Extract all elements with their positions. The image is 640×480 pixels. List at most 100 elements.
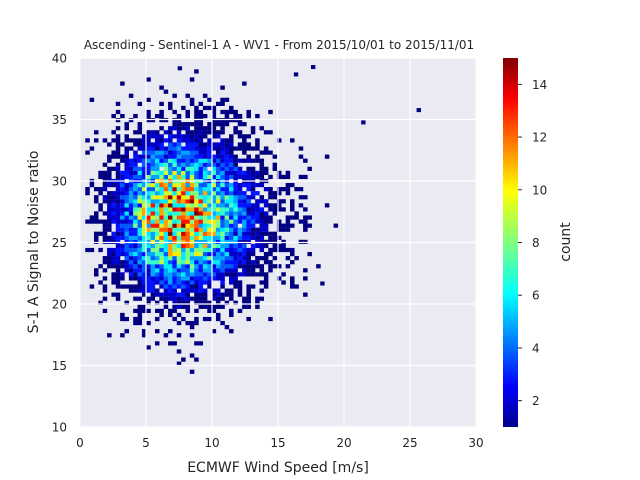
heatmap-cell: [276, 247, 282, 253]
heatmap-cell: [220, 109, 225, 115]
heatmap-cell: [176, 304, 182, 309]
heatmap-cell: [176, 231, 182, 236]
heatmap-cell: [150, 223, 156, 228]
heatmap-cell: [198, 199, 204, 204]
heatmap-cell: [215, 162, 221, 167]
heatmap-cell: [137, 211, 143, 216]
heatmap-cell: [146, 256, 151, 261]
heatmap-cell: [120, 191, 125, 196]
heatmap-cell: [146, 284, 151, 289]
heatmap-cell: [224, 195, 230, 200]
heatmap-cell: [255, 182, 260, 188]
heatmap-cell: [198, 260, 204, 265]
heatmap-cell: [141, 211, 147, 216]
heatmap-cell: [115, 109, 121, 115]
heatmap-cell: [120, 260, 125, 265]
heatmap-cell: [133, 138, 138, 143]
heatmap-cell: [141, 284, 147, 289]
heatmap-cell: [189, 162, 195, 167]
heatmap-cell: [255, 227, 260, 232]
heatmap-cell: [259, 231, 265, 236]
heatmap-cell: [137, 187, 143, 192]
heatmap-cell: [102, 308, 108, 314]
heatmap-cell: [207, 256, 212, 261]
heatmap-cell: [181, 223, 186, 228]
heatmap-cell: [107, 203, 112, 208]
heatmap-cell: [268, 235, 273, 240]
heatmap-cell: [185, 158, 190, 163]
heatmap-cell: [246, 142, 251, 147]
heatmap-cell: [168, 296, 173, 301]
heatmap-cell: [202, 195, 208, 200]
heatmap-cell: [246, 207, 251, 212]
heatmap-cell: [146, 308, 151, 314]
heatmap-cell: [137, 260, 143, 265]
heatmap-cell: [229, 227, 234, 232]
heatmap-cell: [133, 243, 138, 249]
heatmap-cell: [163, 296, 169, 301]
heatmap-cell: [250, 195, 256, 200]
heatmap-cell: [211, 329, 217, 334]
heatmap-cell: [242, 304, 247, 309]
heatmap-cell: [198, 227, 204, 232]
heatmap-cell: [250, 191, 256, 196]
heatmap-cell: [229, 272, 234, 277]
heatmap-cell: [189, 182, 195, 188]
colorbar-tick-label: 2: [532, 394, 540, 408]
heatmap-cell: [215, 191, 221, 196]
heatmap-cell: [207, 231, 212, 236]
heatmap-cell: [128, 182, 134, 188]
heatmap-cell: [141, 333, 147, 338]
heatmap-cell: [255, 300, 260, 305]
heatmap-cell: [272, 203, 278, 208]
heatmap-cell: [102, 227, 108, 232]
heatmap-cell: [224, 272, 230, 277]
heatmap-cell: [237, 284, 243, 289]
heatmap-cell: [141, 276, 147, 281]
heatmap-cell: [168, 276, 173, 281]
heatmap-cell: [141, 158, 147, 163]
heatmap-cell: [133, 170, 138, 175]
heatmap-cell: [198, 142, 204, 147]
heatmap-cell: [224, 207, 230, 212]
heatmap-cell: [242, 227, 247, 232]
heatmap-cell: [194, 187, 199, 192]
heatmap-cell: [181, 316, 186, 322]
heatmap-cell: [120, 81, 125, 86]
heatmap-cell: [194, 150, 199, 155]
heatmap-cell: [198, 138, 204, 143]
heatmap-cell: [176, 333, 182, 338]
heatmap-cell: [202, 170, 208, 175]
heatmap-cell: [233, 219, 238, 224]
heatmap-cell: [124, 223, 129, 228]
heatmap-cell: [172, 215, 177, 220]
heatmap-cell: [194, 268, 199, 273]
heatmap-cell: [137, 146, 143, 151]
heatmap-cell: [128, 191, 134, 196]
heatmap-cell: [176, 154, 182, 159]
heatmap-cell: [242, 215, 247, 220]
heatmap-cell: [141, 243, 147, 249]
heatmap-cell: [237, 113, 243, 119]
heatmap-cell: [159, 247, 164, 253]
heatmap-cell: [276, 199, 282, 204]
heatmap-cell: [215, 264, 221, 269]
heatmap-cell: [242, 207, 247, 212]
heatmap-cell: [211, 272, 217, 277]
heatmap-cell: [211, 243, 217, 249]
heatmap-cell: [242, 174, 247, 180]
heatmap-cell: [172, 182, 177, 188]
heatmap-cell: [303, 223, 308, 228]
heatmap-cell: [189, 101, 195, 106]
heatmap-cell: [168, 272, 173, 277]
heatmap-cell: [220, 130, 225, 135]
heatmap-cell: [111, 130, 116, 135]
heatmap-cell: [194, 296, 199, 301]
heatmap-cell: [207, 300, 212, 305]
heatmap-cell: [272, 166, 278, 171]
heatmap-cell: [133, 215, 138, 220]
heatmap-cell: [146, 300, 151, 305]
heatmap-cell: [276, 264, 282, 269]
heatmap-cell: [150, 215, 156, 220]
heatmap-cell: [290, 280, 295, 285]
